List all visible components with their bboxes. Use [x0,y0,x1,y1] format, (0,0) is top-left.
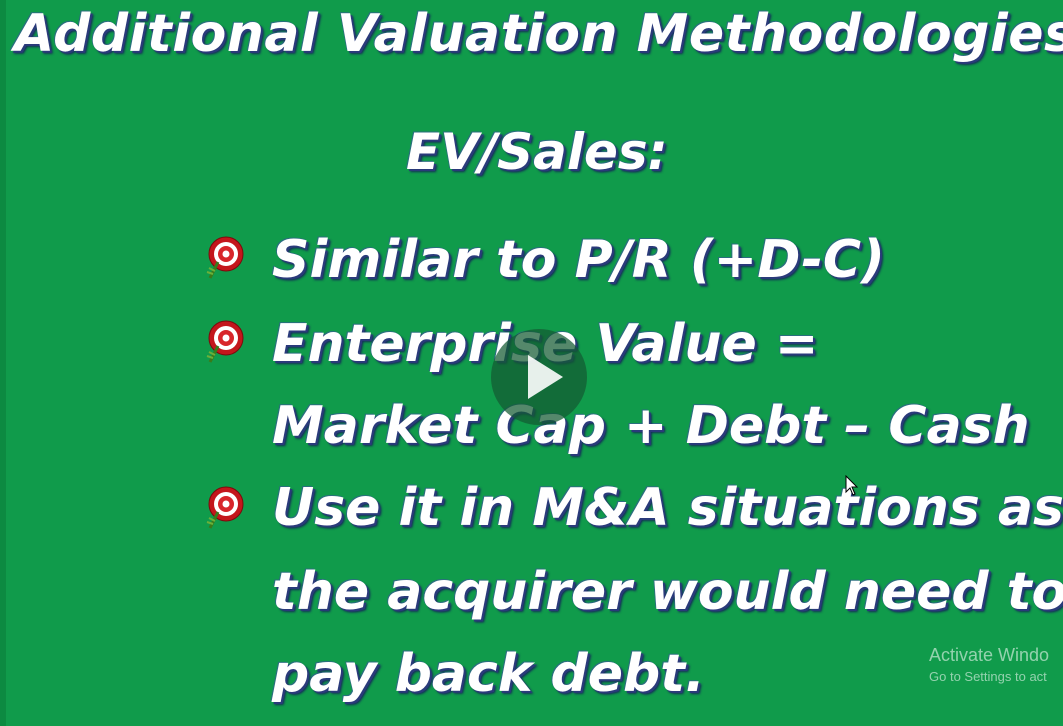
left-edge-strip [0,0,6,726]
slide-subtitle: EV/Sales: [406,123,668,181]
play-icon [528,355,563,399]
bullet-1-line-1: Similar to P/R (+D-C) [272,230,885,290]
activation-watermark-subtitle: Go to Settings to act [929,669,1047,684]
bullet-3-line-3: pay back debt. [272,644,705,704]
activation-watermark: Activate Windo Go to Settings to act [929,645,1049,687]
activation-watermark-title: Activate Windo [929,645,1050,665]
slide-title: Additional Valuation Methodologies [14,4,1063,64]
target-dart-icon [206,236,244,279]
bullet-3-line-1: Use it in M&A situations as [272,478,1063,538]
target-dart-icon [206,320,244,363]
target-dart-icon [206,486,244,529]
bullet-2-line-2: Market Cap + Debt – Cash [272,396,1030,456]
mouse-cursor-icon [845,475,859,496]
bullet-3-line-2: the acquirer would need to [272,562,1063,622]
play-button[interactable] [491,329,587,425]
